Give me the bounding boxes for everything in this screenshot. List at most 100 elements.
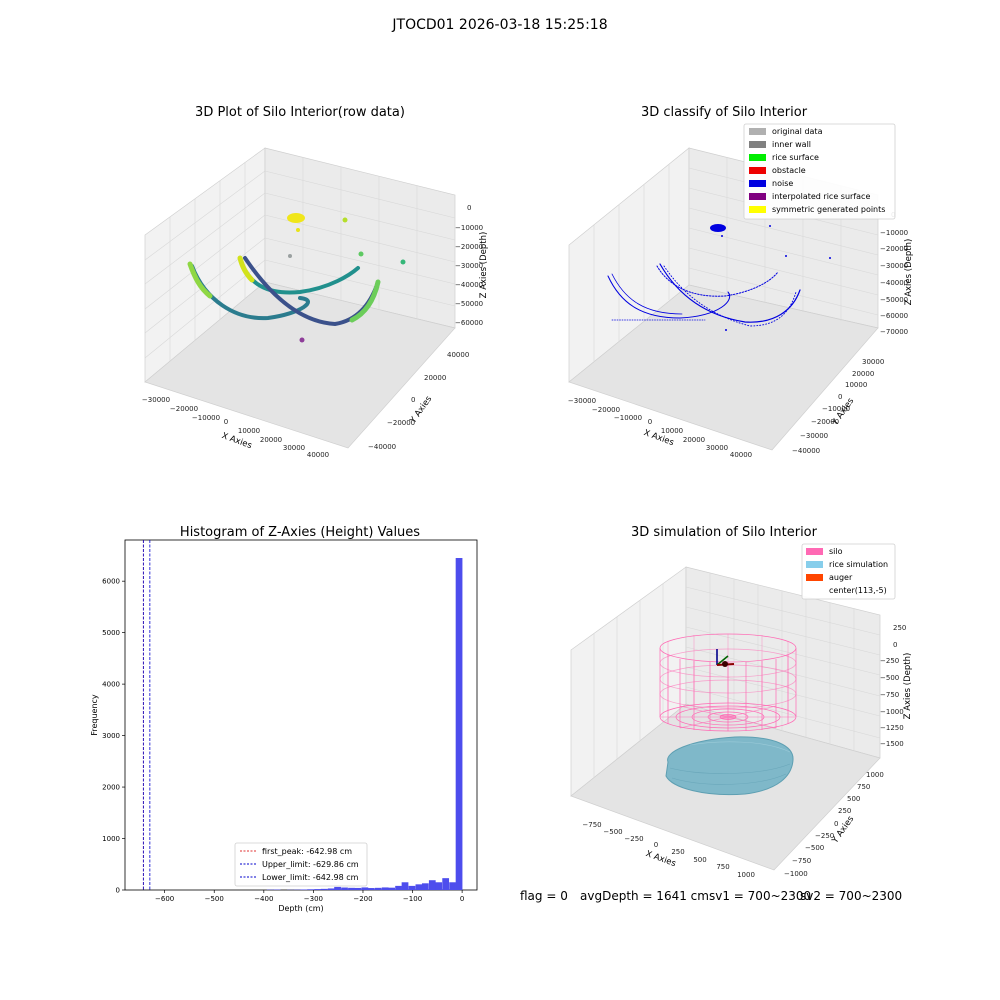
svg-text:−10000: −10000 [880,229,908,237]
svg-text:500: 500 [847,795,860,803]
svg-text:−20000: −20000 [387,419,415,427]
cluster-top [287,213,305,223]
x-tick-label: −500 [205,895,224,903]
axis-ticks: −30000 −20000 −10000 0 10000 20000 30000… [142,204,483,459]
subplot-title: 3D classify of Silo Interior [641,105,808,120]
legend: silo rice simulation auger center(113,-5… [801,543,896,600]
histogram-bar [341,887,348,890]
histogram-bar [307,889,315,890]
svg-text:−20000: −20000 [170,405,198,413]
histogram-bar [327,888,335,890]
status-avg-depth: avgDepth = 1641 cm [580,889,709,903]
svg-text:0: 0 [648,418,652,426]
svg-text:750: 750 [716,863,729,871]
legend-label: Upper_limit: -629.86 cm [262,860,359,869]
histogram-bar [381,887,389,890]
arc-right-tip [349,279,381,323]
status-sv2: sv2 = 700~2300 [800,889,903,903]
histogram-bar [428,880,436,890]
svg-text:10000: 10000 [661,427,683,435]
svg-text:250: 250 [893,624,906,632]
svg-text:0: 0 [838,393,842,401]
legend-label: inner wall [772,140,811,149]
legend-swatch-auger [806,574,823,581]
svg-text:−30000: −30000 [455,262,483,270]
svg-text:1000: 1000 [866,771,884,779]
histogram-bar [374,887,382,890]
legend: original data inner wall rice surface ob… [743,123,896,220]
svg-text:0: 0 [834,820,838,828]
x-axis-label: Depth (cm) [278,904,323,913]
svg-text:−250: −250 [880,657,899,665]
histogram-bar [395,885,402,890]
legend-label: original data [772,127,823,136]
legend-label: first_peak: -642.98 cm [262,847,352,856]
legend-label: center(113,-5) [829,586,887,595]
histogram-bar [367,888,375,890]
legend-label: noise [772,179,793,188]
x-tick-label: −400 [254,895,273,903]
histogram-bar [442,878,450,890]
svg-text:10000: 10000 [845,381,867,389]
data-points [187,213,406,343]
svg-text:0: 0 [411,396,415,404]
status-sv1: sv1 = 700~2300 [709,889,812,903]
legend-label: auger [829,573,853,582]
svg-text:0: 0 [224,418,228,426]
svg-text:−20000: −20000 [455,243,483,251]
legend-swatch-noise [749,180,766,187]
svg-text:250: 250 [838,807,851,815]
y-tick-label: 4000 [102,681,120,689]
legend-swatch-symmetric [749,206,766,213]
svg-text:40000: 40000 [730,451,752,459]
y-tick-label: 5000 [102,629,120,637]
histogram-bar [415,884,423,890]
legend-swatch-original-data [749,128,766,135]
legend-label: obstacle [772,166,806,175]
subplot-title: Histogram of Z-Axies (Height) Values [180,525,420,540]
x-tick-label: −600 [155,895,174,903]
legend-label: rice surface [772,153,819,162]
y-axis-ticks: 0 1000 2000 3000 4000 5000 6000 [102,578,125,895]
noise-points [607,224,831,331]
histogram-bars [266,558,463,890]
y-tick-label: 1000 [102,835,120,843]
histogram-bar [320,888,328,890]
y-axis-label: Y Axies [830,814,857,846]
svg-text:20000: 20000 [424,374,446,382]
svg-text:30000: 30000 [283,444,305,452]
z-axis-label: Z Axies (Depth) [903,653,913,720]
legend-swatch-obstacle [749,167,766,174]
svg-text:−30000: −30000 [800,432,828,440]
legend-swatch-rice-simulation [806,561,823,568]
svg-text:−30000: −30000 [142,396,170,404]
svg-text:30000: 30000 [706,444,728,452]
svg-text:−20000: −20000 [880,245,908,253]
subplot-raw-data: 3D Plot of Silo Interior(row data) [142,105,489,459]
plot-area [124,539,478,891]
legend-label: interpolated rice surface [772,192,870,201]
svg-text:10000: 10000 [238,427,260,435]
svg-text:−10000: −10000 [455,224,483,232]
histogram-bar [388,887,395,890]
legend-label: rice simulation [829,560,888,569]
svg-text:−40000: −40000 [880,279,908,287]
svg-text:30000: 30000 [862,358,884,366]
svg-text:−50000: −50000 [880,296,908,304]
x-tick-label: 0 [460,895,464,903]
rice-surface [665,736,794,796]
svg-text:−70000: −70000 [880,328,908,336]
x-tick-label: −300 [304,895,323,903]
svg-text:−50000: −50000 [455,300,483,308]
svg-text:−1500: −1500 [880,740,904,748]
svg-text:20000: 20000 [683,436,705,444]
legend-swatch-rice-surface [749,154,766,161]
grid-lines [144,157,456,361]
histogram-bar [401,882,409,890]
z-axis-label: Z Axies (Depth) [479,232,489,299]
grid-lines [593,573,881,778]
svg-text:40000: 40000 [307,451,329,459]
subplot-simulation: 3D simulation of Silo Interior [570,525,913,879]
legend: first_peak: -642.98 cm Upper_limit: -629… [234,842,368,887]
